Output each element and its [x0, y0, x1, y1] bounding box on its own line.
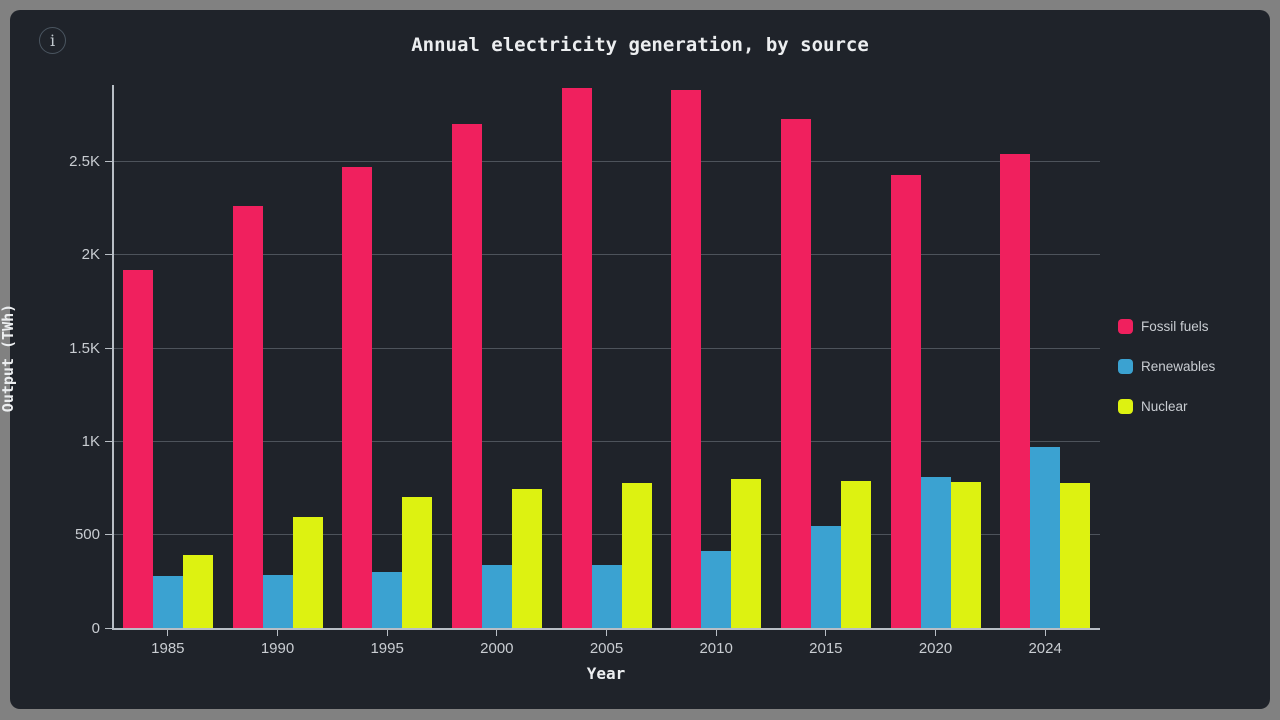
- x-tick-label: 2010: [699, 640, 733, 657]
- bar-renewables-2024[interactable]: [1030, 447, 1061, 628]
- bar-renewables-1990[interactable]: [262, 574, 293, 628]
- legend-label: Fossil fuels: [1141, 318, 1209, 334]
- x-tick-2015: [825, 630, 827, 636]
- bar-fossil-fuels-1995[interactable]: [342, 167, 373, 628]
- bar-fossil-fuels-2015[interactable]: [780, 118, 811, 628]
- gridline-500: [113, 534, 1100, 536]
- legend-label: Renewables: [1141, 358, 1216, 374]
- gridline-2K: [113, 254, 1100, 256]
- x-tick-1995: [386, 630, 388, 636]
- legend-item-nuclear[interactable]: Nuclear: [1118, 398, 1215, 414]
- bar-renewables-2000[interactable]: [481, 565, 512, 628]
- info-button[interactable]: i: [39, 27, 66, 54]
- bar-fossil-fuels-2010[interactable]: [671, 89, 702, 628]
- bar-renewables-2005[interactable]: [591, 564, 622, 628]
- x-tick-label: 1985: [151, 640, 185, 657]
- bar-fossil-fuels-2024[interactable]: [1000, 154, 1031, 628]
- x-tick-2020: [935, 630, 936, 636]
- x-tick-label: 2000: [480, 640, 514, 657]
- bar-nuclear-2005[interactable]: [621, 483, 652, 628]
- x-tick-label: 2024: [1028, 640, 1062, 657]
- bar-renewables-1985[interactable]: [152, 575, 183, 628]
- x-tick-1990: [277, 630, 278, 636]
- x-tick-label: 2005: [589, 640, 624, 657]
- x-tick-2024: [1044, 630, 1046, 636]
- legend-swatch: [1118, 358, 1133, 374]
- y-tick-1.5K: [105, 347, 112, 349]
- bar-nuclear-2010[interactable]: [731, 478, 762, 628]
- x-axis-line: [112, 628, 1100, 630]
- y-tick-label: 1K: [81, 432, 100, 450]
- bar-renewables-2020[interactable]: [920, 476, 951, 628]
- gridline-1K: [113, 440, 1100, 442]
- bar-nuclear-2024[interactable]: [1060, 483, 1091, 628]
- bar-fossil-fuels-2000[interactable]: [451, 124, 482, 628]
- bar-nuclear-1985[interactable]: [182, 555, 213, 628]
- bar-nuclear-1995[interactable]: [402, 497, 433, 628]
- y-tick-label: 0: [91, 619, 100, 637]
- x-tick-label: 2015: [809, 640, 843, 657]
- bar-nuclear-1990[interactable]: [292, 516, 323, 628]
- info-icon: i: [49, 31, 56, 50]
- gridline-1.5K: [113, 347, 1100, 349]
- y-tick-label: 2K: [81, 246, 100, 264]
- x-tick-label: 1990: [260, 640, 295, 657]
- y-tick-2K: [105, 254, 112, 256]
- chart-title: Annual electricity generation, by source: [411, 34, 869, 56]
- y-axis-line: [112, 85, 114, 630]
- bar-nuclear-2015[interactable]: [840, 480, 871, 628]
- x-tick-2010: [715, 630, 717, 636]
- x-tick-1985: [167, 630, 169, 636]
- bar-renewables-2015[interactable]: [810, 526, 841, 628]
- legend-item-fossil-fuels[interactable]: Fossil fuels: [1118, 318, 1215, 334]
- legend-swatch: [1118, 398, 1133, 414]
- bar-renewables-2010[interactable]: [701, 551, 732, 628]
- x-tick-label: 2020: [918, 640, 953, 657]
- bar-fossil-fuels-2020[interactable]: [890, 174, 921, 628]
- gridline-2.5K: [113, 161, 1100, 162]
- legend-swatch: [1118, 318, 1133, 334]
- bar-renewables-1995[interactable]: [372, 572, 403, 628]
- bar-fossil-fuels-2005[interactable]: [561, 87, 592, 628]
- y-axis-title: Output (TWh): [0, 303, 17, 413]
- bar-nuclear-2000[interactable]: [511, 488, 542, 628]
- y-tick-label: 1.5K: [69, 339, 100, 357]
- y-tick-2.5K: [105, 161, 112, 162]
- bar-fossil-fuels-1990[interactable]: [232, 206, 263, 628]
- y-tick-label: 500: [74, 526, 100, 544]
- y-tick-500: [105, 534, 112, 536]
- y-tick-1K: [105, 440, 112, 442]
- legend-label: Nuclear: [1141, 398, 1188, 414]
- x-axis-title: Year: [586, 664, 626, 683]
- x-tick-label: 1995: [370, 640, 404, 657]
- x-tick-2005: [606, 630, 607, 636]
- legend: Fossil fuels Renewables Nuclear: [1118, 318, 1215, 438]
- bar-fossil-fuels-1985[interactable]: [122, 269, 153, 628]
- y-tick-0: [105, 627, 112, 629]
- bar-nuclear-2020[interactable]: [950, 482, 981, 628]
- x-tick-2000: [496, 630, 498, 636]
- y-tick-label: 2.5K: [69, 153, 100, 170]
- legend-item-renewables[interactable]: Renewables: [1118, 358, 1215, 374]
